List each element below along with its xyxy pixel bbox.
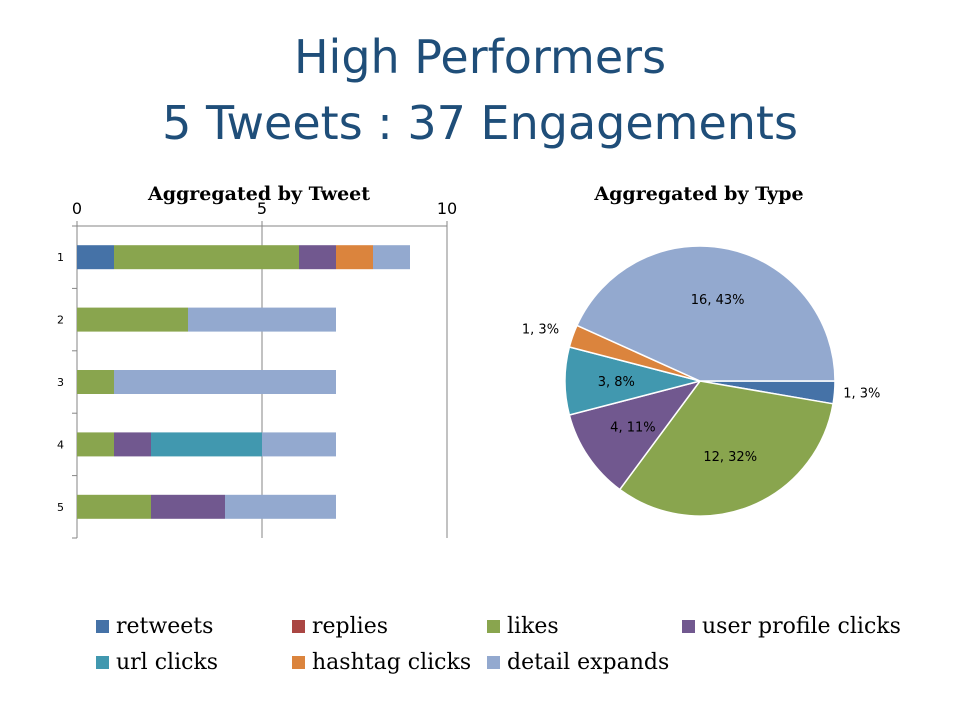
- bar-segment-detail-expands: [262, 432, 336, 457]
- pie-chart-slices: [564, 245, 836, 517]
- category-label: 1: [57, 251, 64, 264]
- bar-segment-hashtag-clicks: [336, 245, 373, 270]
- pie-data-label: 3, 8%: [598, 375, 635, 390]
- pie-data-label: 1, 3%: [522, 322, 559, 337]
- legend-swatch-user-profile-clicks: [682, 620, 695, 633]
- slide-title-line-1: High Performers: [293, 30, 667, 84]
- bar-segment-retweets: [77, 245, 114, 270]
- category-label: 4: [57, 438, 64, 451]
- legend-label: detail expands: [507, 650, 670, 675]
- bar-segment-detail-expands: [225, 494, 336, 519]
- legend-label: user profile clicks: [702, 614, 901, 639]
- legend-swatch-url-clicks: [96, 656, 109, 669]
- legend-label: retweets: [116, 614, 214, 639]
- legend-label: url clicks: [116, 650, 219, 675]
- legend-item-user-profile-clicks: user profile clicks: [682, 614, 901, 639]
- legend-label: hashtag clicks: [312, 650, 472, 675]
- bar-chart-title: Aggregated by Tweet: [147, 183, 370, 205]
- bar-chart-x-ticks: 0 5 10: [72, 199, 457, 227]
- bar-segment-likes: [77, 370, 114, 394]
- legend-swatch-replies: [292, 620, 305, 633]
- bar-segment-likes: [114, 245, 299, 270]
- pie-data-label: 4, 11%: [610, 420, 655, 435]
- bar-chart-bars: [77, 245, 410, 519]
- bar-chart-aggregated-by-tweet: Aggregated by Tweet 0 5 10 1 2 3 4 5: [57, 183, 457, 539]
- legend-item-replies: replies: [292, 614, 388, 639]
- legend-swatch-detail-expands: [487, 656, 500, 669]
- x-tick-label: 10: [437, 199, 457, 218]
- legend-swatch-retweets: [96, 620, 109, 633]
- pie-data-label: 16, 43%: [691, 293, 745, 308]
- bar-segment-likes: [77, 432, 114, 457]
- bar-chart-category-labels: 1 2 3 4 5: [57, 225, 78, 539]
- bar-segment-likes: [77, 494, 151, 519]
- bar-segment-user-profile-clicks: [299, 245, 336, 270]
- bar-segment-detail-expands: [114, 370, 336, 394]
- legend-item-likes: likes: [487, 614, 559, 639]
- x-tick-label: 0: [72, 199, 82, 218]
- pie-slice-user-profile-clicks: [568, 379, 702, 491]
- legend-item-hashtag-clicks: hashtag clicks: [292, 650, 471, 675]
- legend-item-retweets: retweets: [96, 614, 213, 639]
- bar-segment-detail-expands: [188, 307, 336, 332]
- legend-label: likes: [507, 614, 559, 639]
- bar-segment-likes: [77, 307, 188, 332]
- legend-item-url-clicks: url clicks: [96, 650, 218, 675]
- legend-swatch-hashtag-clicks: [292, 656, 305, 669]
- pie-data-label: 1, 3%: [843, 387, 880, 402]
- category-label: 5: [57, 501, 64, 514]
- bar-segment-user-profile-clicks: [114, 432, 151, 457]
- bar-segment-user-profile-clicks: [151, 494, 225, 519]
- category-label: 3: [57, 376, 64, 389]
- legend-swatch-likes: [487, 620, 500, 633]
- pie-data-label: 12, 32%: [703, 450, 757, 465]
- legend-label: replies: [312, 614, 389, 639]
- pie-chart-aggregated-by-type: Aggregated by Type 1, 3% 12, 32% 4, 11% 3, …: [522, 183, 880, 517]
- x-tick-label: 5: [257, 199, 267, 218]
- pie-slice-detail-expands: [575, 245, 836, 382]
- legend-item-detail-expands: detail expands: [487, 650, 669, 675]
- category-label: 2: [57, 314, 64, 327]
- slide-title-line-2: 5 Tweets : 37 Engagements: [162, 96, 798, 150]
- pie-chart-title: Aggregated by Type: [593, 183, 803, 205]
- bar-segment-url-clicks: [151, 432, 262, 457]
- bar-segment-detail-expands: [373, 245, 410, 270]
- pie-chart-data-labels: 1, 3% 12, 32% 4, 11% 3, 8% 1, 3% 16, 43%: [522, 293, 880, 465]
- pie-slice-likes: [618, 380, 834, 517]
